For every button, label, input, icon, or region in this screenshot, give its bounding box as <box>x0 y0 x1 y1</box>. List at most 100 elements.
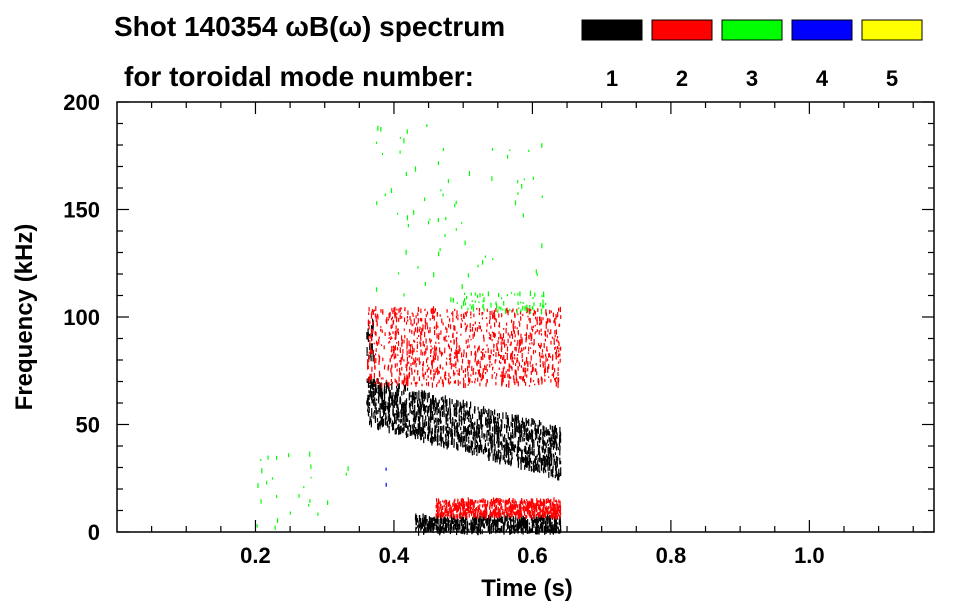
mode-2-point <box>489 334 491 336</box>
mode-2-point <box>388 337 390 339</box>
mode-1-point <box>404 417 406 424</box>
mode-2-point <box>504 503 506 509</box>
mode-2-point <box>529 361 531 365</box>
mode-1-point <box>473 519 475 527</box>
mode-2-point <box>368 379 371 383</box>
mode-2-point <box>511 499 513 502</box>
mode-1-point <box>507 459 509 465</box>
mode-2-point <box>506 307 508 314</box>
mode-1-point <box>514 421 516 428</box>
mode-2-point <box>552 364 554 370</box>
mode-2-point <box>452 502 454 508</box>
mode-3-point <box>261 468 263 474</box>
mode-2-point <box>505 384 507 388</box>
mode-1-point <box>540 436 542 441</box>
mode-2-point <box>457 379 459 384</box>
mode-1-point <box>539 527 541 531</box>
mode-1-point <box>463 412 465 417</box>
mode-1-point <box>543 520 545 525</box>
mode-2-point <box>488 355 490 358</box>
mode-1-point <box>540 422 542 426</box>
mode-2-point <box>477 377 479 382</box>
mode-2-point <box>527 368 529 372</box>
mode-1-point <box>527 434 530 442</box>
mode-1-point <box>384 405 387 411</box>
mode-2-point <box>394 336 396 340</box>
mode-3-point <box>543 304 545 308</box>
mode-2-point <box>543 368 546 374</box>
mode-1-point <box>456 422 458 430</box>
mode-1-point <box>493 449 495 455</box>
mode-1-point <box>418 393 420 401</box>
mode-2-point <box>462 313 465 319</box>
mode-2-point <box>557 340 559 343</box>
mode-2-point <box>425 378 428 381</box>
mode-2-point <box>541 501 543 504</box>
mode-2-point <box>507 507 509 510</box>
mode-2-point <box>422 351 424 356</box>
mode-2-point <box>369 373 371 377</box>
mode-1-point <box>427 421 430 427</box>
mode-2-point <box>548 506 550 509</box>
mode-2-point <box>542 354 544 359</box>
mode-1-point <box>477 525 479 531</box>
mode-2-point <box>553 503 555 506</box>
mode-3-point <box>479 293 481 298</box>
mode-1-point <box>436 525 438 530</box>
mode-2-point <box>463 349 465 355</box>
mode-1-point <box>386 406 388 410</box>
mode-3-point <box>477 264 479 268</box>
mode-2-point <box>378 339 380 345</box>
mode-1-point <box>549 465 551 471</box>
mode-3-point <box>257 483 259 488</box>
mode-1-point <box>454 523 456 527</box>
mode-2-point <box>397 328 399 331</box>
mode-1-point <box>496 517 498 525</box>
mode-2-point <box>411 330 413 334</box>
mode-2-point <box>474 378 476 381</box>
mode-1-point <box>506 524 508 527</box>
mode-2-point <box>520 507 522 512</box>
mode-1-point <box>388 413 391 422</box>
mode-1-point <box>444 395 446 404</box>
mode-2-point <box>518 343 520 350</box>
mode-1-point <box>534 438 537 441</box>
mode-2-point <box>470 374 472 377</box>
mode-2-point <box>397 340 400 347</box>
mode-2-point <box>456 356 458 361</box>
mode-2-point <box>553 338 555 344</box>
mode-2-point <box>452 508 454 513</box>
mode-3-point <box>417 266 419 269</box>
mode-2-point <box>551 512 553 518</box>
mode-2-point <box>456 331 458 334</box>
mode-2-point <box>478 322 481 324</box>
mode-1-point <box>420 526 422 531</box>
mode-1-point <box>413 414 415 423</box>
mode-2-point <box>400 372 402 376</box>
mode-1-point <box>516 448 518 455</box>
mode-1-point <box>490 528 492 534</box>
mode-1-point <box>516 454 518 457</box>
mode-1-point <box>410 430 412 435</box>
mode-1-point <box>523 438 525 442</box>
mode-2-point <box>486 323 488 327</box>
mode-1-point <box>478 435 480 438</box>
mode-1-point <box>457 443 459 447</box>
mode-2-point <box>456 310 458 315</box>
mode-2-point <box>454 372 456 375</box>
mode-1-point <box>406 413 408 422</box>
mode-2-point <box>555 513 557 518</box>
mode-1-point <box>439 528 441 536</box>
mode-2-point <box>486 369 488 373</box>
mode-2-point <box>512 360 514 365</box>
mode-1-point <box>550 469 552 477</box>
mode-2-point <box>559 514 561 520</box>
mode-1-point <box>519 432 521 438</box>
mode-2-point <box>413 318 415 324</box>
mode-1-point <box>452 417 454 420</box>
mode-1-point <box>435 524 437 531</box>
mode-1-point <box>488 412 490 420</box>
mode-1-point <box>412 432 414 435</box>
mode-1-point <box>471 422 473 430</box>
mode-1-point <box>537 466 539 473</box>
